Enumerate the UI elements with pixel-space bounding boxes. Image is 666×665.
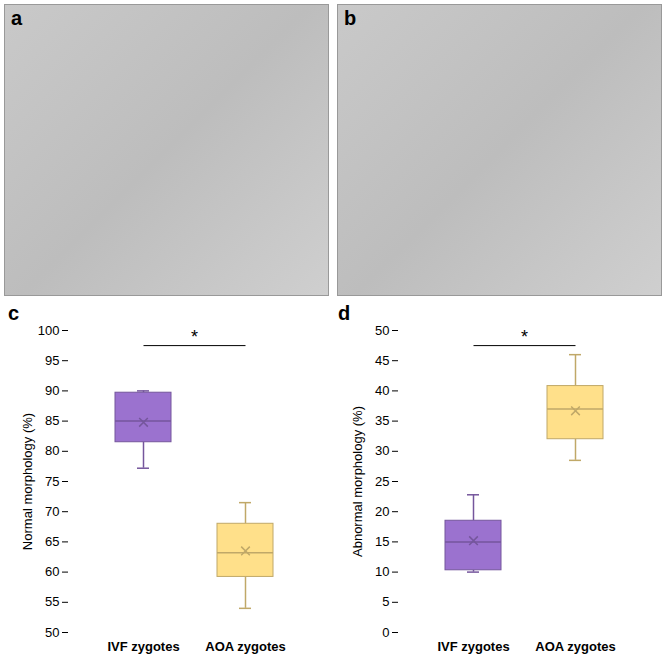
svg-text:80: 80	[45, 443, 59, 458]
svg-text:Abnormal morphology (%): Abnormal morphology (%)	[350, 406, 365, 557]
svg-text:40: 40	[375, 383, 389, 398]
svg-text:Normal morphology (%): Normal morphology (%)	[20, 413, 35, 550]
svg-text:AOA zygotes: AOA zygotes	[535, 639, 615, 654]
svg-text:45: 45	[375, 353, 389, 368]
svg-text:75: 75	[45, 474, 59, 489]
svg-text:IVF zygotes: IVF zygotes	[107, 639, 179, 654]
svg-text:35: 35	[375, 413, 389, 428]
svg-text:50: 50	[45, 625, 59, 640]
svg-text:*: *	[191, 327, 198, 347]
svg-text:10: 10	[375, 564, 389, 579]
svg-text:95: 95	[45, 353, 59, 368]
html-text:a: a	[11, 7, 23, 29]
svg-text:85: 85	[45, 413, 59, 428]
svg-text:*: *	[521, 327, 528, 347]
svg-text:60: 60	[45, 564, 59, 579]
svg-text:25: 25	[375, 474, 389, 489]
svg-text:20: 20	[375, 504, 389, 519]
svg-text:30: 30	[375, 443, 389, 458]
svg-text:90: 90	[45, 383, 59, 398]
svg-text:AOA zygotes: AOA zygotes	[205, 639, 285, 654]
html-text:b: b	[344, 7, 357, 29]
svg-text:15: 15	[375, 534, 389, 549]
svg-text:100: 100	[38, 323, 60, 338]
svg-text:IVF zygotes: IVF zygotes	[437, 639, 509, 654]
svg-text:65: 65	[45, 534, 59, 549]
svg-text:5: 5	[382, 594, 389, 609]
html-text:c: c	[8, 302, 20, 324]
svg-text:70: 70	[45, 504, 59, 519]
svg-text:50: 50	[375, 323, 389, 338]
html-text:d: d	[338, 302, 351, 324]
svg-text:0: 0	[382, 625, 389, 640]
svg-text:55: 55	[45, 594, 59, 609]
